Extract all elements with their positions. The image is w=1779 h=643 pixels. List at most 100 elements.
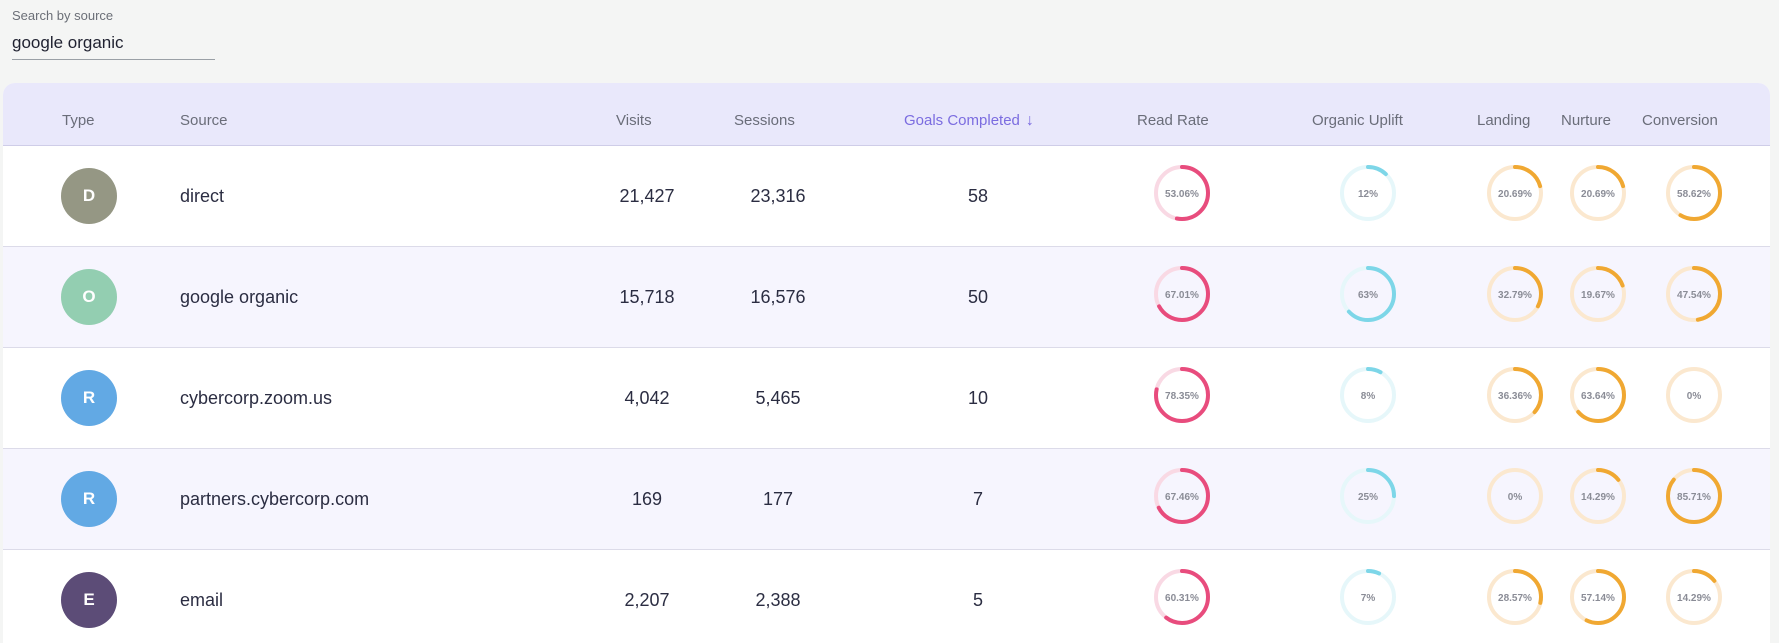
source-type-avatar: D — [61, 168, 117, 224]
donut-label: 0% — [1508, 492, 1523, 503]
organic-uplift-donut: 25% — [1339, 467, 1397, 525]
donut-label: 19.67% — [1581, 290, 1615, 301]
read-rate-donut: 67.46% — [1153, 467, 1211, 525]
column-header-goals-completed[interactable]: Goals Completed ↓ — [904, 83, 1034, 145]
landing-donut: 28.57% — [1486, 568, 1544, 626]
donut-label: 60.31% — [1165, 593, 1199, 604]
donut-arc — [1340, 266, 1396, 322]
source-name: direct — [180, 186, 225, 206]
sessions-value: 2,388 — [755, 590, 801, 610]
conversion-donut: 85.71% — [1665, 467, 1723, 525]
sessions-value: 16,576 — [750, 287, 806, 307]
donut-label: 7% — [1361, 593, 1376, 604]
goals-value: 5 — [972, 590, 983, 610]
conversion-donut: 47.54% — [1665, 265, 1723, 323]
goals-value: 50 — [967, 287, 989, 307]
sessions-value: 177 — [762, 489, 794, 509]
donut-label: 53.06% — [1165, 189, 1199, 200]
conversion-donut: 58.62% — [1665, 164, 1723, 222]
organic-uplift-donut: 7% — [1339, 568, 1397, 626]
donut-label: 67.46% — [1165, 492, 1199, 503]
donut-arc — [1154, 266, 1210, 322]
donut-arc — [1154, 468, 1210, 524]
donut-track — [1487, 468, 1543, 524]
landing-donut: 0% — [1486, 467, 1544, 525]
column-header-source[interactable]: Source — [180, 112, 228, 129]
donut-label: 32.79% — [1498, 290, 1532, 301]
source-type-avatar: R — [61, 370, 117, 426]
donut-label: 0% — [1687, 391, 1702, 402]
donut-label: 58.62% — [1677, 189, 1711, 200]
donut-label: 20.69% — [1581, 189, 1615, 200]
column-header-sessions[interactable]: Sessions — [734, 112, 795, 129]
donut-label: 8% — [1361, 391, 1376, 402]
search-by-source: Search by source — [12, 8, 215, 60]
donut-label: 25% — [1358, 492, 1378, 503]
column-header-read-rate[interactable]: Read Rate — [1137, 112, 1209, 129]
column-header-organic-uplift[interactable]: Organic Uplift — [1312, 112, 1403, 129]
conversion-donut: 14.29% — [1665, 568, 1723, 626]
column-header-type[interactable]: Type — [62, 112, 95, 129]
conversion-donut: 0% — [1665, 366, 1723, 424]
visits-value: 2,207 — [624, 590, 670, 610]
nurture-donut: 19.67% — [1569, 265, 1627, 323]
nurture-donut: 57.14% — [1569, 568, 1627, 626]
donut-arc — [1666, 266, 1722, 322]
source-name: email — [180, 590, 224, 610]
nurture-donut: 63.64% — [1569, 366, 1627, 424]
donut-arc — [1487, 569, 1543, 625]
donut-label: 12% — [1358, 189, 1378, 200]
goals-completed-label: Goals Completed — [904, 112, 1020, 129]
donut-label: 47.54% — [1677, 290, 1711, 301]
column-header-visits[interactable]: Visits — [616, 112, 652, 129]
nurture-donut: 20.69% — [1569, 164, 1627, 222]
donut-label: 57.14% — [1581, 593, 1615, 604]
donut-arc — [1570, 569, 1626, 625]
visits-value: 4,042 — [624, 388, 670, 408]
donut-arc — [1340, 569, 1396, 625]
donut-arc — [1154, 367, 1210, 423]
donut-arc — [1570, 165, 1626, 221]
goals-value: 7 — [972, 489, 983, 509]
source-name: partners.cybercorp.com — [180, 489, 370, 509]
source-name: cybercorp.zoom.us — [180, 388, 333, 408]
sort-descending-icon: ↓ — [1025, 112, 1034, 129]
column-header-nurture[interactable]: Nurture — [1561, 112, 1612, 129]
column-header-landing[interactable]: Landing — [1477, 112, 1531, 129]
donut-label: 63.64% — [1581, 391, 1615, 402]
donut-label: 14.29% — [1677, 593, 1711, 604]
sources-table: Type Source Visits Sessions Goals Comple… — [3, 83, 1770, 643]
donut-arc — [1154, 165, 1210, 221]
donut-arc — [1340, 165, 1396, 221]
visits-value: 169 — [631, 489, 663, 509]
nurture-donut: 14.29% — [1569, 467, 1627, 525]
source-type-avatar: O — [61, 269, 117, 325]
donut-track — [1666, 367, 1722, 423]
read-rate-donut: 60.31% — [1153, 568, 1211, 626]
donut-arc — [1570, 468, 1626, 524]
donut-arc — [1666, 165, 1722, 221]
source-type-avatar: R — [61, 471, 117, 527]
goals-value: 10 — [967, 388, 989, 408]
search-input[interactable] — [12, 32, 215, 60]
column-header-conversion[interactable]: Conversion — [1642, 112, 1718, 129]
goals-value: 58 — [967, 186, 989, 206]
donut-arc — [1666, 468, 1722, 524]
read-rate-donut: 78.35% — [1153, 366, 1211, 424]
search-label: Search by source — [12, 8, 114, 23]
donut-arc — [1666, 569, 1722, 625]
visits-value: 21,427 — [619, 186, 675, 206]
table-header: Type Source Visits Sessions Goals Comple… — [3, 83, 1770, 146]
donut-label: 36.36% — [1498, 391, 1532, 402]
donut-label: 28.57% — [1498, 593, 1532, 604]
donut-label: 63% — [1358, 290, 1378, 301]
sessions-value: 23,316 — [750, 186, 806, 206]
donut-label: 85.71% — [1677, 492, 1711, 503]
donut-label: 20.69% — [1498, 189, 1532, 200]
donut-arc — [1340, 367, 1396, 423]
